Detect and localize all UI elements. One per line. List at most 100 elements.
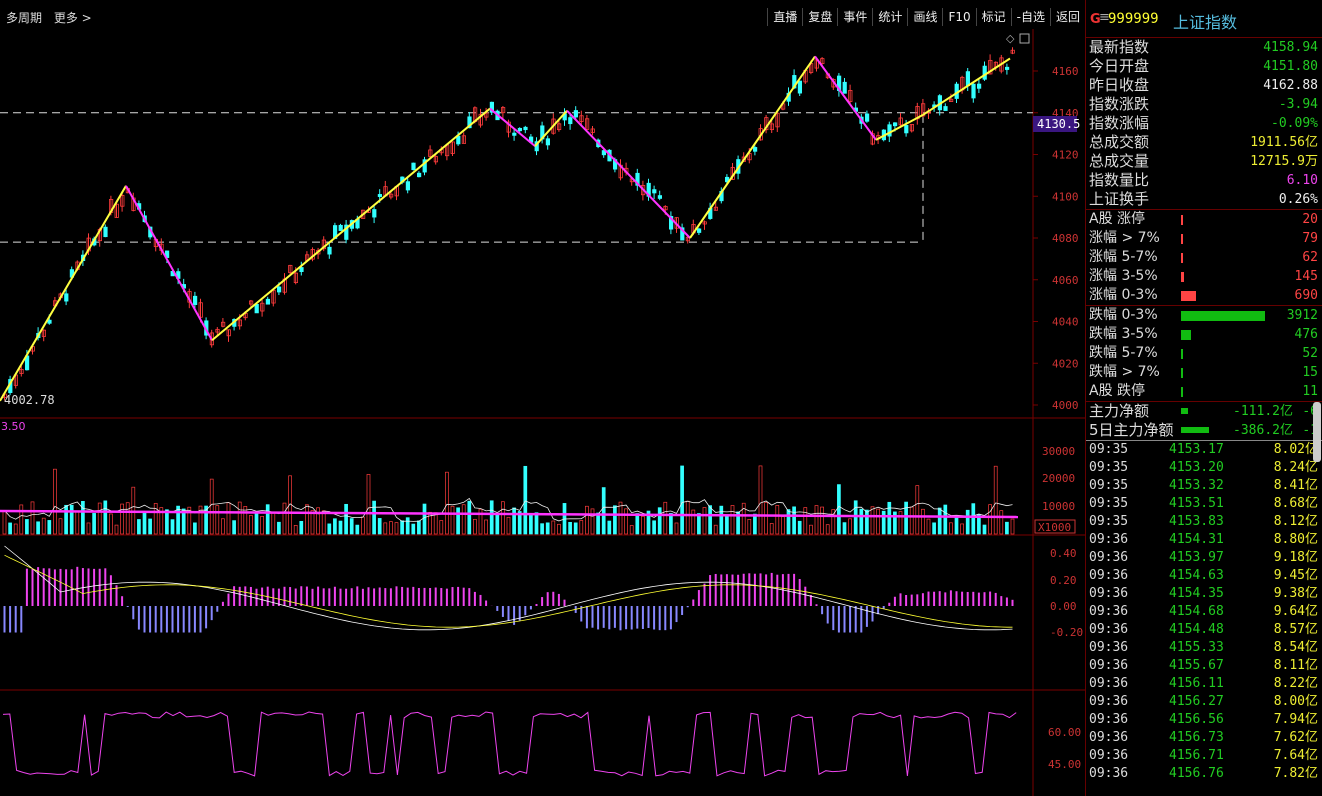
multi-period-button[interactable]: 多周期 <box>6 11 43 25</box>
volume-bar <box>310 510 315 535</box>
scrollbar-thumb[interactable] <box>1313 402 1321 462</box>
chart-toolbar: 多周期 更多 > 直播 复盘 事件 统计 画线 F10 标记 -自选 返回 <box>0 0 1085 30</box>
volume-bar <box>736 511 740 535</box>
candle-up <box>500 107 506 114</box>
stat-label: 上证换手 <box>1089 190 1150 208</box>
volume-bar <box>103 500 108 535</box>
volume-bar <box>478 508 483 535</box>
trendline-up <box>875 113 924 141</box>
more-button[interactable]: 更多 > <box>53 11 92 25</box>
advance-bar <box>1181 291 1196 301</box>
volume-bar <box>977 514 981 535</box>
chart-background <box>0 29 1085 796</box>
tick-row: 09:36 4155.33 8.54亿 <box>1086 639 1322 657</box>
breakdown-label: 涨幅 5-7% <box>1089 249 1158 265</box>
watchlist-button[interactable]: -自选 <box>1010 8 1050 26</box>
live-button[interactable]: 直播 <box>767 8 802 26</box>
volume-bar <box>165 509 169 535</box>
volume-bar <box>797 520 802 535</box>
trendline-up <box>534 109 568 147</box>
volume-bar <box>926 518 931 535</box>
tick-amount: 8.57亿 <box>1273 622 1318 637</box>
macd-tick-label: -0.20 <box>1050 626 1083 639</box>
review-button[interactable]: 复盘 <box>802 8 837 26</box>
tick-amount: 8.02亿 <box>1273 442 1318 457</box>
volume-bar <box>993 465 998 535</box>
candle-up <box>988 59 993 75</box>
candle-down <box>405 181 411 191</box>
market-mark: G <box>1090 12 1101 27</box>
back-button[interactable]: 返回 <box>1049 8 1085 26</box>
stats-button[interactable]: 统计 <box>872 8 907 26</box>
candle-down <box>893 122 898 127</box>
mark-button[interactable]: 标记 <box>975 8 1011 26</box>
price-tick-label: 4100 <box>1052 190 1079 203</box>
kline-chart[interactable]: 4002.78 3.50 416041404120410040804060404… <box>0 29 1085 796</box>
volume-bar <box>568 521 572 535</box>
tick-list: 09:35 4153.17 8.02亿 09:35 4153.20 8.24亿 09:35 4… <box>1086 441 1322 783</box>
candle-down <box>842 81 847 94</box>
tick-price: 4156.27 <box>1169 694 1224 709</box>
oscillator-tick-label: 45.00 <box>1048 758 1081 771</box>
stat-value: -0.09% <box>1271 116 1318 131</box>
tick-row: 09:36 4153.97 9.18亿 <box>1086 549 1322 567</box>
quote-header: G ≡ 999999 上证指数 <box>1086 0 1322 38</box>
flow-label: 5日主力净额 <box>1089 421 1174 439</box>
price-axis: 4160414041204100408040604040402040004130… <box>1033 65 1083 771</box>
f10-button[interactable]: F10 <box>942 8 975 26</box>
tick-time: 09:35 <box>1089 478 1129 493</box>
trendline-up <box>211 107 491 342</box>
candle-down <box>456 135 461 145</box>
volume-tick-label: 10000 <box>1042 500 1075 513</box>
events-button[interactable]: 事件 <box>837 8 872 26</box>
trendline-up <box>922 57 1011 116</box>
volume-bar <box>30 501 35 535</box>
draw-line-button[interactable]: 画线 <box>907 8 942 26</box>
tick-row: 09:36 4154.31 8.80亿 <box>1086 531 1322 549</box>
tick-time: 09:36 <box>1089 730 1129 745</box>
decline-bar <box>1181 368 1183 378</box>
candle-up <box>769 123 775 131</box>
volume-bar <box>730 505 735 535</box>
tick-price: 4156.71 <box>1169 748 1224 763</box>
volume-bar <box>702 507 707 535</box>
trendline-down <box>566 109 691 239</box>
candle-up <box>433 156 439 163</box>
quote-panel: G ≡ 999999 上证指数 最新指数 4158.94 今日开盘 4151.80 昨日… <box>1085 0 1322 796</box>
tick-time: 09:36 <box>1089 532 1129 547</box>
volume-bar <box>607 520 612 535</box>
volume-indicator-value: 3.50 <box>1 420 26 433</box>
tick-row: 09:36 4155.67 8.11亿 <box>1086 657 1322 675</box>
volume-bar <box>932 522 936 535</box>
flow-value: -111.2亿 <box>1233 404 1293 419</box>
breakdown-value: 690 <box>1294 288 1318 303</box>
volume-bar <box>831 509 836 535</box>
window-icon[interactable] <box>1019 33 1030 44</box>
tick-time: 09:36 <box>1089 766 1129 781</box>
candle-up <box>248 300 254 305</box>
volume-bar <box>669 513 673 535</box>
advance-row: A股 涨停 20 <box>1086 210 1322 229</box>
volume-bar <box>19 504 24 535</box>
volume-bar <box>411 523 416 535</box>
volume-bar <box>865 509 869 535</box>
advance-bar <box>1181 234 1183 244</box>
candle-down <box>887 124 892 137</box>
flow-bar <box>1181 427 1209 433</box>
volume-bar <box>652 520 656 535</box>
diamond-icon[interactable]: ◇ <box>1006 32 1015 45</box>
tick-time: 09:36 <box>1089 676 1129 691</box>
hamburger-icon[interactable]: ≡ <box>1099 10 1110 25</box>
tick-price: 4153.20 <box>1169 460 1224 475</box>
volume-bar <box>523 465 528 535</box>
volume-bar <box>176 505 180 535</box>
breakdown-value: 476 <box>1294 327 1318 342</box>
trendline-down <box>489 107 536 147</box>
stat-row: 指数量比 6.10 <box>1086 171 1322 190</box>
candle-down <box>568 117 573 125</box>
tick-amount: 8.80亿 <box>1273 532 1318 547</box>
trendline-up <box>0 185 127 402</box>
volume-bar <box>293 525 298 535</box>
macd-dea-line <box>4 554 1013 628</box>
breakdown-label: A股 涨停 <box>1089 211 1146 227</box>
